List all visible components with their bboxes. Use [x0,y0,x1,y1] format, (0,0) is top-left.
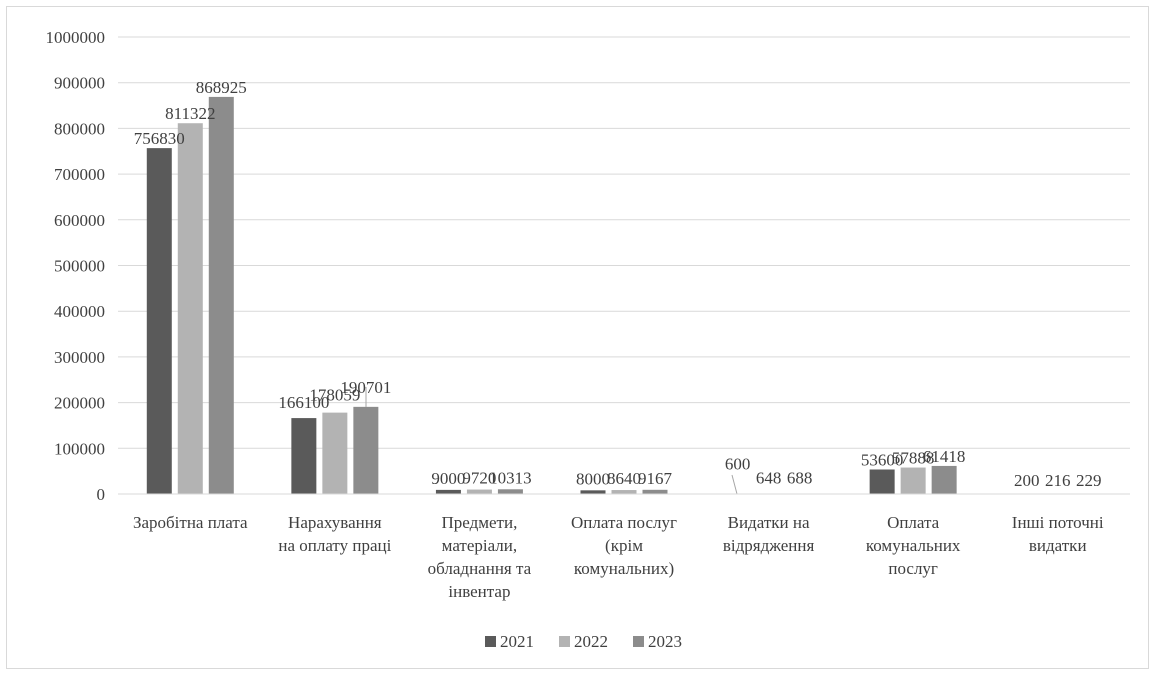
x-category-label: Оплата [887,513,940,532]
bars [146,96,1102,495]
x-category-label: Нарахування [288,513,382,532]
x-category-label: обладнання та [428,559,532,578]
bar-2022-2 [466,489,492,494]
bar-2021-5 [869,469,895,494]
data-label: 8000 [576,469,610,488]
data-label: 229 [1076,471,1102,490]
y-tick-label: 0 [97,485,106,504]
data-labels: 756830 166100 9000 8000 600 53600 200 811322 178… [134,78,1102,495]
data-label: 216 [1045,471,1071,490]
x-category-label: Заробітна плата [133,513,248,532]
bar-2021-2 [435,489,461,494]
x-category-label: Інші поточні [1012,513,1104,532]
bar-2021-3 [580,490,606,494]
data-label: 8640 [607,469,641,488]
x-category-label: (крім [605,536,643,555]
y-axis: 0 100000 200000 300000 400000 500000 600000 700… [46,28,106,504]
data-label: 648 [756,469,782,488]
y-tick-label: 200000 [54,394,105,413]
legend-swatch-2022 [559,636,570,647]
legend-label-2021: 2021 [500,632,534,651]
data-label: 688 [787,469,813,488]
bar-2023-0 [208,96,234,494]
legend: 2021 2022 2023 [485,632,682,651]
x-category-label: інвентар [448,582,510,601]
x-category-label: на оплату праці [278,536,391,555]
data-label: 868925 [196,78,247,97]
bar-2021-1 [291,418,317,494]
data-label: 200 [1014,471,1040,490]
gridlines [118,36,1130,495]
y-tick-label: 1000000 [46,28,106,47]
legend-label-2023: 2023 [648,632,682,651]
bar-2022-1 [322,412,348,494]
x-category-label: Предмети, [442,513,518,532]
bar-2023-3 [642,489,668,494]
y-tick-label: 500000 [54,257,105,276]
bar-2022-0 [177,123,203,495]
y-tick-label: 900000 [54,74,105,93]
bar-2023-1 [353,406,379,494]
data-label: 9720 [462,469,496,488]
x-category-label: комунальних [866,536,961,555]
data-label: 57888 [892,449,935,468]
y-tick-label: 100000 [54,439,105,458]
bar-2022-3 [611,490,637,494]
data-label: 811322 [165,104,215,123]
data-label: 600 [725,455,751,474]
x-category-label: Видатки на [728,513,810,532]
y-tick-label: 300000 [54,348,105,367]
x-axis: Заробітна плата Нарахування на оплату прац… [118,493,1130,601]
bar-2023-5 [931,465,957,494]
x-category-label: відрядження [723,536,815,555]
data-label: 10313 [489,468,532,487]
data-label: 9000 [431,469,465,488]
data-label: 166100 [278,393,329,412]
y-tick-label: 800000 [54,119,105,138]
data-label: 178059 [309,386,360,405]
x-category-label: послуг [888,559,938,578]
x-category-label: Оплата послуг [571,513,677,532]
y-tick-label: 700000 [54,165,105,184]
legend-swatch-2021 [485,636,496,647]
leader-line [731,474,738,495]
x-category-label: комунальних) [574,559,674,578]
x-category-label: матеріали, [442,536,517,555]
data-label: 9167 [638,469,673,488]
bar-2023-2 [497,489,523,494]
bar-2022-5 [900,467,926,494]
data-label: 53600 [861,451,904,470]
bar-2021-0 [146,148,172,494]
y-tick-label: 600000 [54,211,105,230]
y-tick-label: 400000 [54,302,105,321]
x-category-label: видатки [1029,536,1087,555]
data-label: 61418 [923,447,966,466]
legend-label-2022: 2022 [574,632,608,651]
data-label: 756830 [134,129,185,148]
legend-swatch-2023 [633,636,644,647]
